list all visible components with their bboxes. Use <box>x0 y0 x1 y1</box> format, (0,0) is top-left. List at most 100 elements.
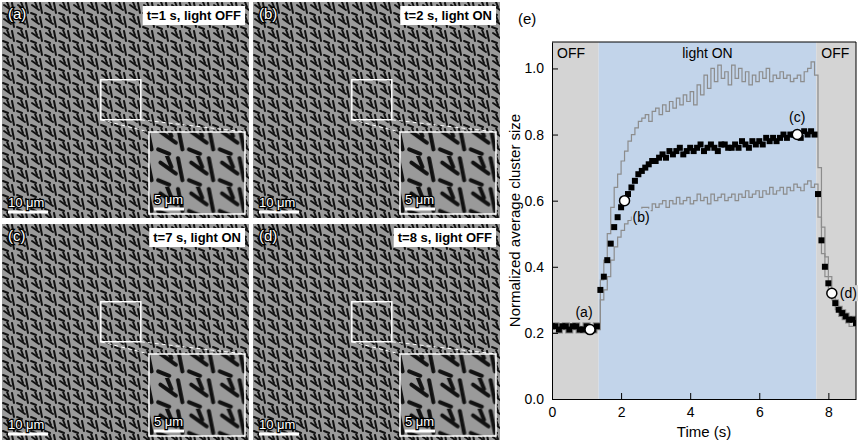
tick: 2 <box>618 393 626 420</box>
tick: 0.6 <box>525 193 558 209</box>
data-point <box>632 178 638 184</box>
tick: 0.2 <box>525 325 558 341</box>
inset-scale-bar-label: 5 μm <box>154 414 183 429</box>
scale-bar <box>259 211 299 214</box>
scale-bar <box>8 211 48 214</box>
tick-mark <box>690 393 691 399</box>
tick-label: 0.6 <box>525 193 545 209</box>
tick: 0.4 <box>525 259 558 275</box>
data-point <box>822 264 828 270</box>
panel-caption: t=7 s, light ON <box>153 230 241 245</box>
zoom-line <box>352 120 400 132</box>
tick: 4 <box>687 393 695 420</box>
data-point <box>601 274 607 280</box>
tick-label: 6 <box>756 404 764 420</box>
annotation-label: (d) <box>840 285 857 301</box>
tick: 1.0 <box>525 60 558 76</box>
inset <box>400 132 496 214</box>
inset-scale-bar-label: 5 μm <box>405 414 434 429</box>
panel-letter: (a) <box>8 5 26 22</box>
inset-scale-bar <box>405 208 435 211</box>
tick: 8 <box>825 393 833 420</box>
envelope-line <box>552 181 856 333</box>
figure: (a) t=1 s, light OFF 10 μm 5 μm (b) t=2 s, li… <box>0 0 867 443</box>
annotation-marker <box>792 130 802 140</box>
scale-bar <box>8 433 48 436</box>
frame <box>856 42 857 399</box>
data-point <box>760 141 766 147</box>
data-point <box>698 141 704 147</box>
envelope-line <box>552 62 856 326</box>
data-point <box>815 191 821 197</box>
panel-letter: (b) <box>259 5 277 22</box>
scale-bar-label: 10 μm <box>8 195 44 210</box>
tick-mark <box>828 393 829 399</box>
inset-scale-bar-label: 5 μm <box>405 192 434 207</box>
scale-bar <box>259 433 299 436</box>
inset <box>149 354 245 436</box>
micrograph <box>253 2 500 218</box>
tick-label: 8 <box>825 404 833 420</box>
tick-mark <box>552 333 558 334</box>
x-axis: 02468 <box>549 393 857 420</box>
caption-box <box>400 6 496 25</box>
scale-bar-label: 10 μm <box>259 417 295 432</box>
panel-caption: t=2 s, light ON <box>404 8 492 23</box>
data-point <box>628 184 634 190</box>
tick-label: 0.0 <box>525 391 545 407</box>
y-axis: 0.0 0.2 0.4 0.6 0.8 1.0 <box>525 43 558 407</box>
zoom-line <box>101 120 149 132</box>
inset <box>149 132 245 214</box>
label-patch <box>788 109 806 125</box>
region-label: OFF <box>557 45 585 61</box>
region-label: light ON <box>682 45 733 61</box>
inset-scale-bar <box>405 430 435 433</box>
micrograph <box>253 224 500 440</box>
panel-letter: (d) <box>259 227 277 244</box>
zoom-box <box>352 302 392 342</box>
tick-label: 0.2 <box>525 325 545 341</box>
panel-caption: t=8 s, light OFF <box>398 230 492 245</box>
data-point <box>715 148 721 154</box>
tick: 0.8 <box>525 127 558 143</box>
panel-letter: (c) <box>8 227 26 244</box>
annotation-label: (a) <box>575 304 592 320</box>
data-point <box>663 155 669 161</box>
tick-label: 1.0 <box>525 60 545 76</box>
axis-line <box>553 399 857 400</box>
tick-mark <box>621 393 622 399</box>
image-panel: (d) t=8 s, light OFF 10 μm 5 μm <box>253 224 500 440</box>
micrograph <box>2 2 249 218</box>
tick-mark <box>759 393 760 399</box>
caption-box <box>394 228 496 247</box>
scale-bar-label: 10 μm <box>8 417 44 432</box>
annotation-label: (b) <box>633 209 650 225</box>
scale-bar-label: 10 μm <box>259 195 295 210</box>
region-label: OFF <box>821 45 849 61</box>
data-point <box>746 145 752 151</box>
data-point <box>825 280 831 286</box>
tick-label: 2 <box>618 404 626 420</box>
tick: 0.0 <box>525 391 558 407</box>
tick-label: 0.4 <box>525 259 545 275</box>
image-panel: (c) t=7 s, light ON 10 μm 5 μm <box>2 224 249 440</box>
region <box>816 42 856 399</box>
panel-caption: t=1 s, light OFF <box>147 8 241 23</box>
tick-mark <box>552 399 558 400</box>
tick-label: 0.8 <box>525 127 545 143</box>
image-panel: (a)t=1 s, light OFF10 μm5 μm <box>2 2 249 218</box>
label-patch <box>574 304 593 320</box>
x-axis-title: Time (s) <box>677 423 731 440</box>
plot-area <box>552 42 856 399</box>
region <box>552 42 599 399</box>
data-point <box>677 145 683 151</box>
zoom-line <box>101 342 149 354</box>
zoom-box <box>101 302 141 342</box>
zoom-line <box>392 120 496 132</box>
panel-letter: (e) <box>518 10 536 27</box>
data-point <box>608 241 614 247</box>
tick-label: 4 <box>687 404 695 420</box>
micrograph <box>2 224 249 440</box>
annotation-marker <box>827 288 837 298</box>
tick-mark <box>552 267 558 268</box>
